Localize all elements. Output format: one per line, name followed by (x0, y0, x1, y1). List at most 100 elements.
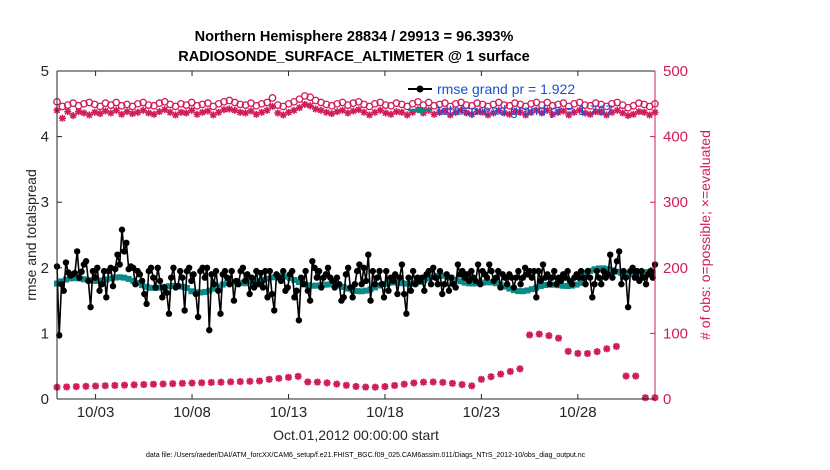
obs-evaluated-low-point (72, 383, 80, 391)
rmse-point (378, 281, 385, 288)
rmse-point (533, 294, 540, 301)
obs-possible-point (117, 101, 126, 110)
obs-evaluated-point (236, 108, 244, 116)
rmse-point (206, 326, 213, 334)
legend: rmse grand pr = 1.922 totalspread grand … (408, 81, 614, 118)
obs-possible-point (80, 99, 88, 108)
spread-point (309, 282, 316, 289)
rmse-point (647, 267, 654, 275)
obs-possible-point (193, 101, 201, 110)
rmse-point (439, 290, 446, 298)
obs-evaluated-point (365, 111, 373, 119)
obs-evaluated-point (231, 106, 239, 114)
spread-point (363, 287, 370, 294)
obs-evaluated-low-point (477, 375, 485, 383)
rmse-point (280, 267, 287, 275)
rmse-point (396, 274, 403, 281)
obs-evaluated-point (462, 109, 470, 117)
obs-evaluated-point (312, 105, 320, 113)
obs-evaluated-point (301, 100, 309, 108)
spread-point (407, 280, 414, 287)
rmse-point (336, 281, 343, 288)
spread-point (537, 283, 544, 290)
y-right-tick-label: 400 (663, 129, 688, 146)
spread-point (515, 288, 522, 295)
rmse-point (143, 300, 150, 308)
obs-evaluated-point (376, 106, 384, 114)
rmse-point (362, 277, 370, 285)
rmse-point (141, 290, 148, 298)
spread-point (560, 282, 567, 289)
rmse-point (109, 282, 117, 290)
rmse-point (152, 284, 159, 291)
obs-possible-point (349, 99, 358, 107)
rmse-point (313, 274, 321, 281)
rmse-point (613, 258, 621, 265)
rmse-point (463, 271, 471, 278)
obs-evaluated-point (527, 108, 535, 116)
obs-possible-point (462, 101, 471, 109)
rmse-point (447, 274, 455, 281)
obs-evaluated-low-point (448, 379, 456, 387)
rmse-point (611, 267, 618, 275)
x-tick-label: 10/08 (173, 404, 211, 421)
obs-evaluated-point (339, 106, 347, 114)
rmse-point (244, 271, 251, 278)
spread-point (519, 288, 526, 295)
obs-evaluated-low-point (207, 378, 215, 386)
rmse-point (268, 290, 276, 298)
rmse-point (344, 264, 352, 271)
rmse-point (629, 264, 636, 271)
rmse-point (163, 289, 170, 296)
obs-evaluated-point (597, 108, 605, 116)
obs-evaluated-low-point (130, 381, 138, 389)
spread-point (578, 279, 585, 286)
spread-point (631, 270, 638, 277)
obs-evaluated-point (333, 108, 341, 116)
rmse-point (288, 267, 296, 275)
obs-evaluated-point (150, 110, 158, 118)
obs-evaluated-low-series (53, 330, 659, 402)
obs-possible-point (155, 99, 164, 107)
rmse-point (407, 287, 415, 294)
obs-evaluated-low-point (545, 332, 553, 340)
rmse-point (331, 284, 338, 291)
rmse-point (161, 284, 168, 291)
rmse-point (324, 264, 332, 271)
rmse-point (147, 264, 155, 271)
rmse-point (409, 267, 417, 275)
rmse-point (87, 303, 94, 311)
obs-evaluated-point (452, 108, 460, 116)
rmse-point (488, 267, 495, 275)
rmse-point (156, 277, 164, 285)
obs-evaluated-low-point (323, 379, 331, 387)
rmse-point (508, 274, 515, 281)
rmse-point (306, 297, 314, 304)
obs-evaluated-point (198, 108, 206, 116)
spread-point (439, 272, 446, 279)
rmse-point (618, 281, 625, 288)
spread-point (533, 284, 540, 291)
rmse-point (391, 271, 399, 278)
spread-point (403, 280, 410, 287)
obs-possible-point (634, 99, 643, 107)
y-axis-right-label: # of obs: o=possible; ×=evaluated (697, 130, 713, 340)
rmse-point (472, 277, 480, 285)
obs-evaluated-point (107, 109, 115, 117)
obs-evaluated-point (295, 104, 303, 112)
obs-possible-point (381, 101, 390, 109)
obs-evaluated-low-point (140, 381, 148, 389)
rmse-point (584, 267, 592, 275)
rmse-point (376, 267, 383, 275)
obs-evaluated-low-point (381, 383, 389, 391)
obs-possible-point (511, 99, 519, 107)
rmse-point (94, 264, 101, 271)
rmse-point (356, 261, 363, 268)
rmse-point (642, 281, 650, 288)
obs-possible-point (295, 95, 304, 104)
obs-possible-point (473, 99, 482, 107)
rmse-point (176, 267, 184, 275)
rmse-point (342, 271, 350, 278)
obs-evaluated-point (166, 108, 174, 116)
obs-evaluated-point (91, 108, 99, 116)
